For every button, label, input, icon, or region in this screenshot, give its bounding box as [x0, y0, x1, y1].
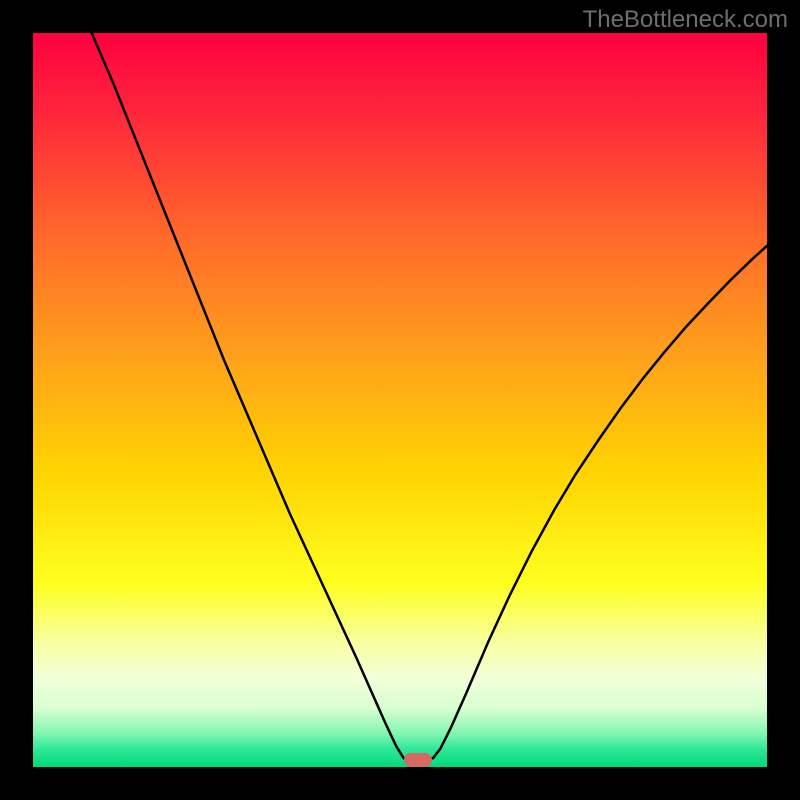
optimal-marker [404, 753, 432, 767]
watermark-text: TheBottleneck.com [583, 6, 788, 34]
curve-path [92, 33, 767, 758]
chart-frame: TheBottleneck.com [0, 0, 800, 800]
plot-area [33, 33, 767, 767]
bottleneck-curve [33, 33, 767, 767]
